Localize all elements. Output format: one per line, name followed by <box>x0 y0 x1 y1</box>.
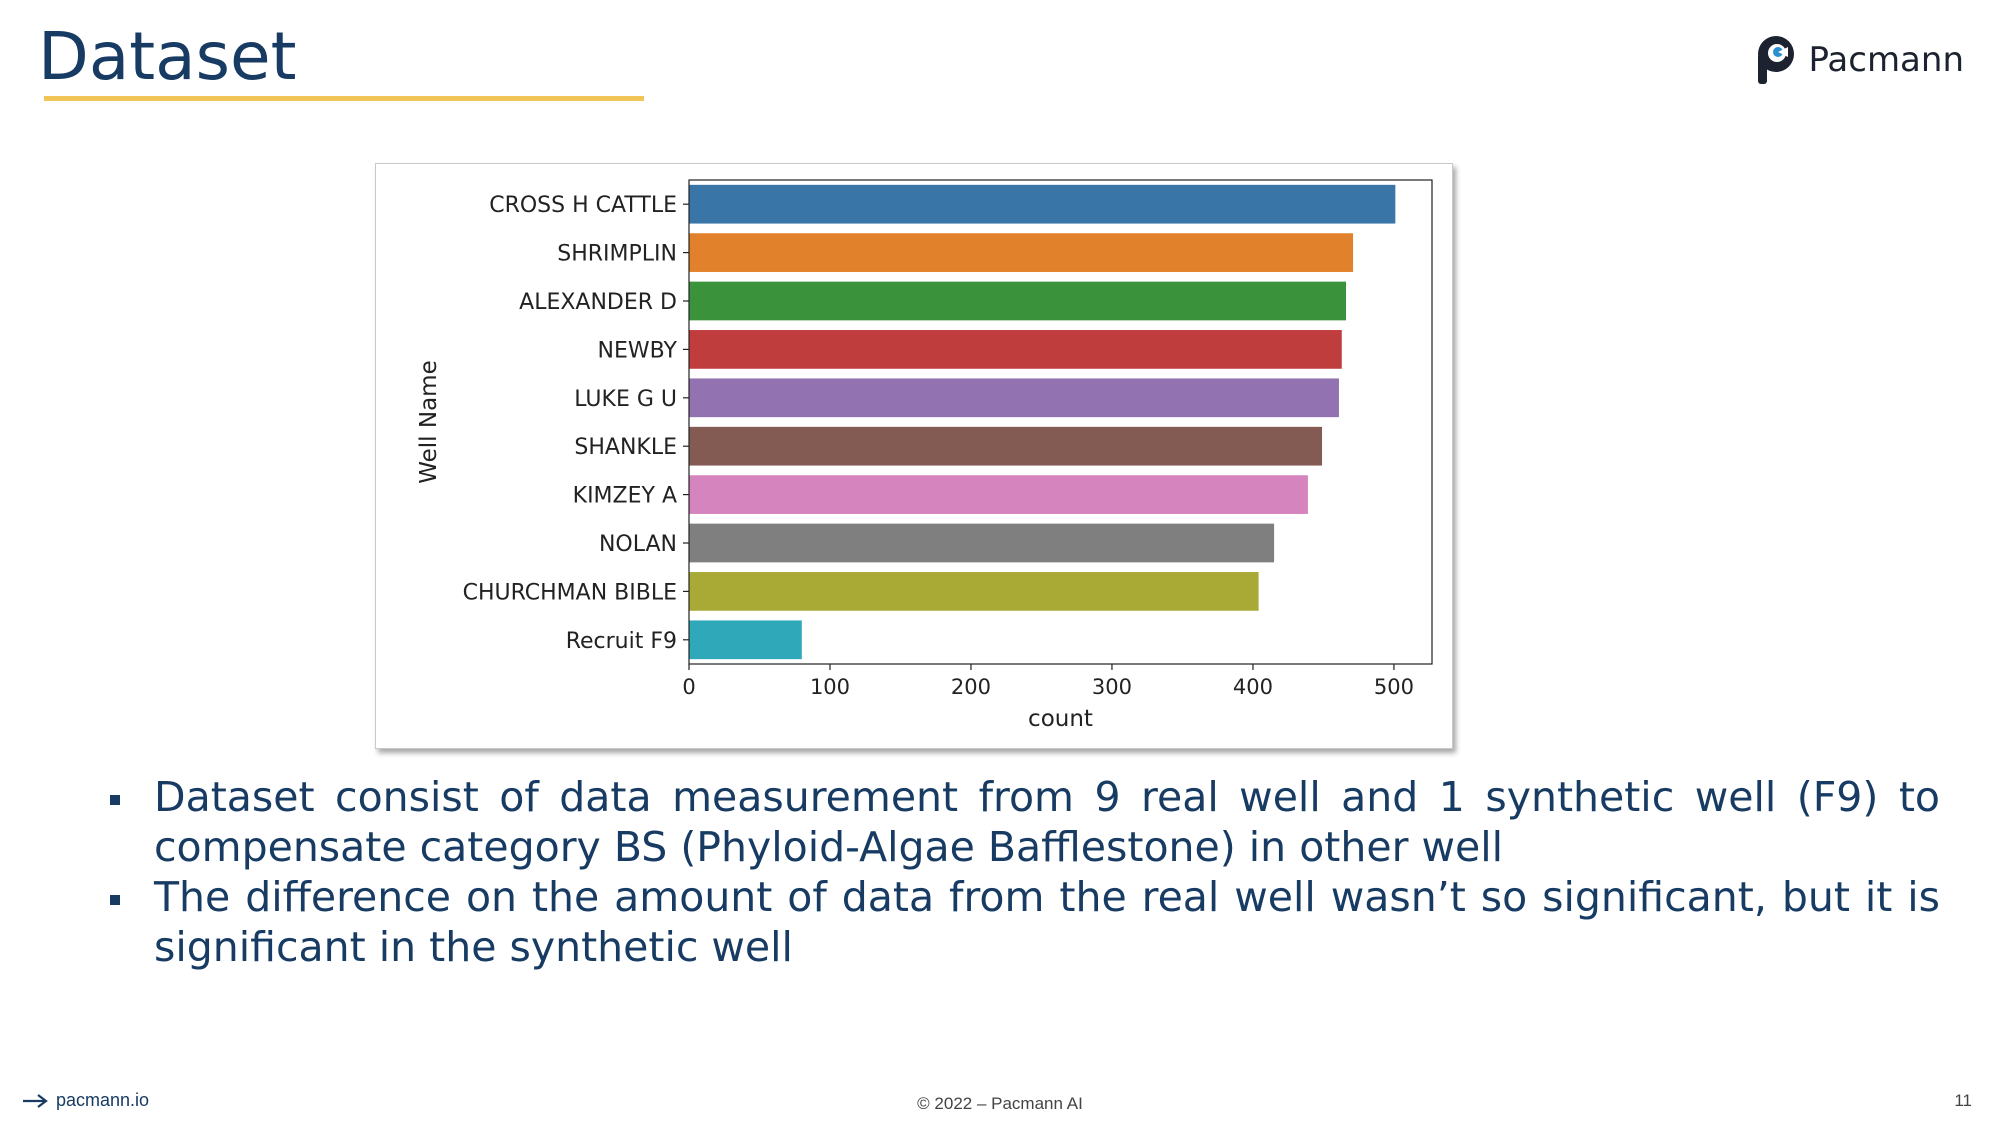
chart-axes-frame <box>688 179 1433 665</box>
title-underline <box>44 96 644 101</box>
chart-bar <box>689 475 1308 514</box>
chart-category-labels: CROSS H CATTLE SHRIMPLIN ALEXANDER D NEWBY L… <box>463 193 689 654</box>
bullet-marker <box>110 895 120 905</box>
chart-category-label: SHRIMPLIN <box>557 242 677 267</box>
bar-chart: CROSS H CATTLE SHRIMPLIN ALEXANDER D NEWBY L… <box>375 163 1453 749</box>
chart-category-label: NEWBY <box>598 338 678 363</box>
chart-x-tick-label: 300 <box>1092 675 1132 699</box>
footer-website-link[interactable]: pacmann.io <box>22 1090 149 1111</box>
chart-category-label: SHANKLE <box>574 435 677 460</box>
pacmann-logo-icon <box>1758 36 1795 84</box>
chart-bar <box>689 523 1275 563</box>
chart-y-axis-label: Well Name <box>416 360 442 484</box>
chart-category-label: LUKE G U <box>574 387 677 412</box>
chart-x-ticks: 0 100 200 300 400 500 <box>682 664 1414 699</box>
chart-bar <box>689 572 1259 611</box>
bullet-marker <box>110 795 120 805</box>
pacmann-logo: Pacmann <box>1756 32 1964 88</box>
footer-link-text[interactable]: pacmann.io <box>56 1090 150 1110</box>
chart-x-tick-label: 400 <box>1233 675 1273 699</box>
chart-category-label: Recruit F9 <box>566 629 677 654</box>
chart-category-label: CROSS H CATTLE <box>489 193 677 218</box>
chart-bar <box>689 330 1342 369</box>
chart-canvas: CROSS H CATTLE SHRIMPLIN ALEXANDER D NEWBY L… <box>416 179 1433 732</box>
bullet-item-1: Dataset consist of data measurement from… <box>100 772 1940 872</box>
logo-text: Pacmann <box>1808 40 1964 80</box>
chart-category-label: ALEXANDER D <box>519 290 677 315</box>
chart-x-tick-label: 500 <box>1374 675 1414 699</box>
chart-bar <box>689 184 1396 224</box>
bullet-text: The difference on the amount of data fro… <box>154 873 1940 971</box>
chart-x-tick-label: 0 <box>682 675 695 699</box>
chart-bars <box>689 184 1396 660</box>
chart-category-label: CHURCHMAN BIBLE <box>463 580 677 605</box>
page-number: 11 <box>1954 1091 1972 1110</box>
chart-category-label: KIMZEY A <box>573 484 677 509</box>
slide-title: Dataset <box>38 18 297 95</box>
chart-category-label: NOLAN <box>599 532 677 557</box>
chart-bar <box>689 281 1346 321</box>
bullet-text: Dataset consist of data measurement from… <box>154 773 1940 871</box>
chart-x-tick-label: 200 <box>951 675 991 699</box>
chart-x-axis-label: count <box>1028 706 1093 732</box>
copyright-text: © 2022 – Pacmann AI <box>917 1094 1083 1113</box>
bullet-list: Dataset consist of data measurement from… <box>100 772 1940 972</box>
chart-bar <box>689 426 1323 466</box>
bullet-item-2: The difference on the amount of data fro… <box>100 872 1940 972</box>
chart-bar <box>689 233 1354 272</box>
chart-bar <box>689 620 802 660</box>
chart-bar <box>689 378 1339 418</box>
arrow-right-icon <box>23 1093 48 1108</box>
chart-x-tick-label: 100 <box>810 675 850 699</box>
